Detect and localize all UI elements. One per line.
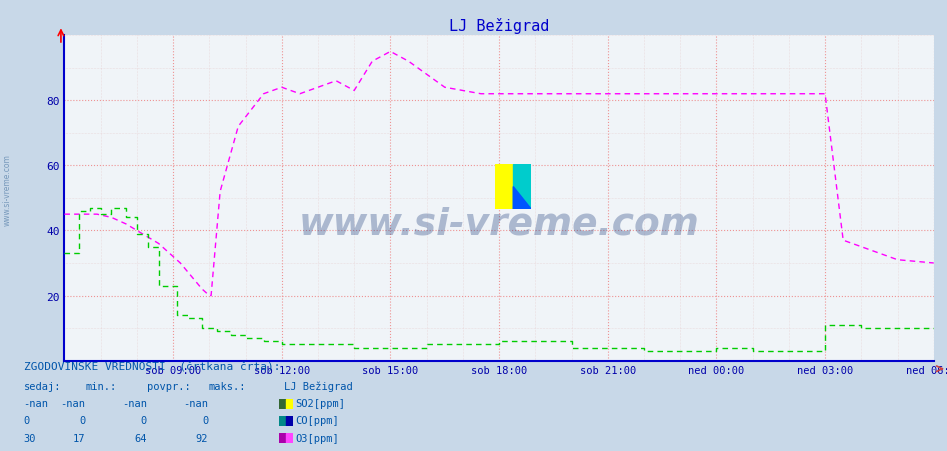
Text: 3: 3 [79,450,85,451]
Text: 0: 0 [202,415,208,425]
Text: CO[ppm]: CO[ppm] [295,415,339,425]
Text: 92: 92 [196,433,208,442]
Text: www.si-vreme.com: www.si-vreme.com [298,207,700,242]
Polygon shape [513,187,531,210]
Text: min.:: min.: [85,381,116,391]
Text: 15: 15 [134,450,147,451]
Text: -nan: -nan [24,398,48,408]
Text: NO2[ppm]: NO2[ppm] [295,450,346,451]
Bar [286,433,293,443]
Text: 0: 0 [79,415,85,425]
Bar [279,433,286,443]
Text: ZGODOVINSKE VREDNOSTI  (črtkana črta):: ZGODOVINSKE VREDNOSTI (črtkana črta): [24,362,280,372]
Bar [279,416,286,426]
Bar [286,399,293,409]
Text: povpr.:: povpr.: [147,381,190,391]
Text: -nan: -nan [122,398,147,408]
Text: LJ Bežigrad: LJ Bežigrad [284,381,353,391]
Text: -nan: -nan [184,398,208,408]
Text: 0: 0 [140,415,147,425]
Text: 10: 10 [24,450,36,451]
Text: O3[ppm]: O3[ppm] [295,433,339,442]
Bar [279,399,286,409]
Text: 47: 47 [196,450,208,451]
Text: maks.:: maks.: [208,381,246,391]
Text: www.si-vreme.com: www.si-vreme.com [3,153,12,226]
Text: 0: 0 [24,415,30,425]
Text: 17: 17 [73,433,85,442]
Bar [513,165,531,210]
Bar [286,416,293,426]
Text: 30: 30 [24,433,36,442]
Text: 64: 64 [134,433,147,442]
Text: SO2[ppm]: SO2[ppm] [295,398,346,408]
Title: LJ Bežigrad: LJ Bežigrad [449,18,549,33]
Bar [495,165,513,210]
Text: -nan: -nan [61,398,85,408]
Text: sedaj:: sedaj: [24,381,62,391]
